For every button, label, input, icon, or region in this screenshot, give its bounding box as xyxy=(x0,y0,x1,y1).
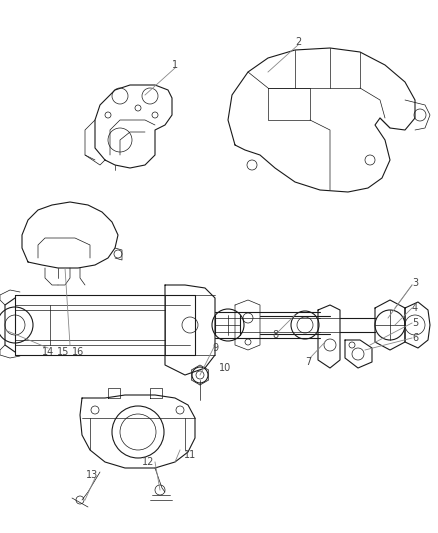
Text: 6: 6 xyxy=(412,333,418,343)
Text: 3: 3 xyxy=(412,278,418,288)
Text: 4: 4 xyxy=(412,303,418,313)
Text: 11: 11 xyxy=(184,450,196,460)
Text: 1: 1 xyxy=(172,60,178,70)
Text: 10: 10 xyxy=(219,363,231,373)
Text: 5: 5 xyxy=(412,318,418,328)
Text: 8: 8 xyxy=(272,330,278,340)
Text: 12: 12 xyxy=(142,457,154,467)
Text: 9: 9 xyxy=(212,343,218,353)
Text: 15: 15 xyxy=(57,347,69,357)
Text: 2: 2 xyxy=(295,37,301,47)
Text: 14: 14 xyxy=(42,347,54,357)
Text: 16: 16 xyxy=(72,347,84,357)
Text: 13: 13 xyxy=(86,470,98,480)
Text: 7: 7 xyxy=(305,357,311,367)
